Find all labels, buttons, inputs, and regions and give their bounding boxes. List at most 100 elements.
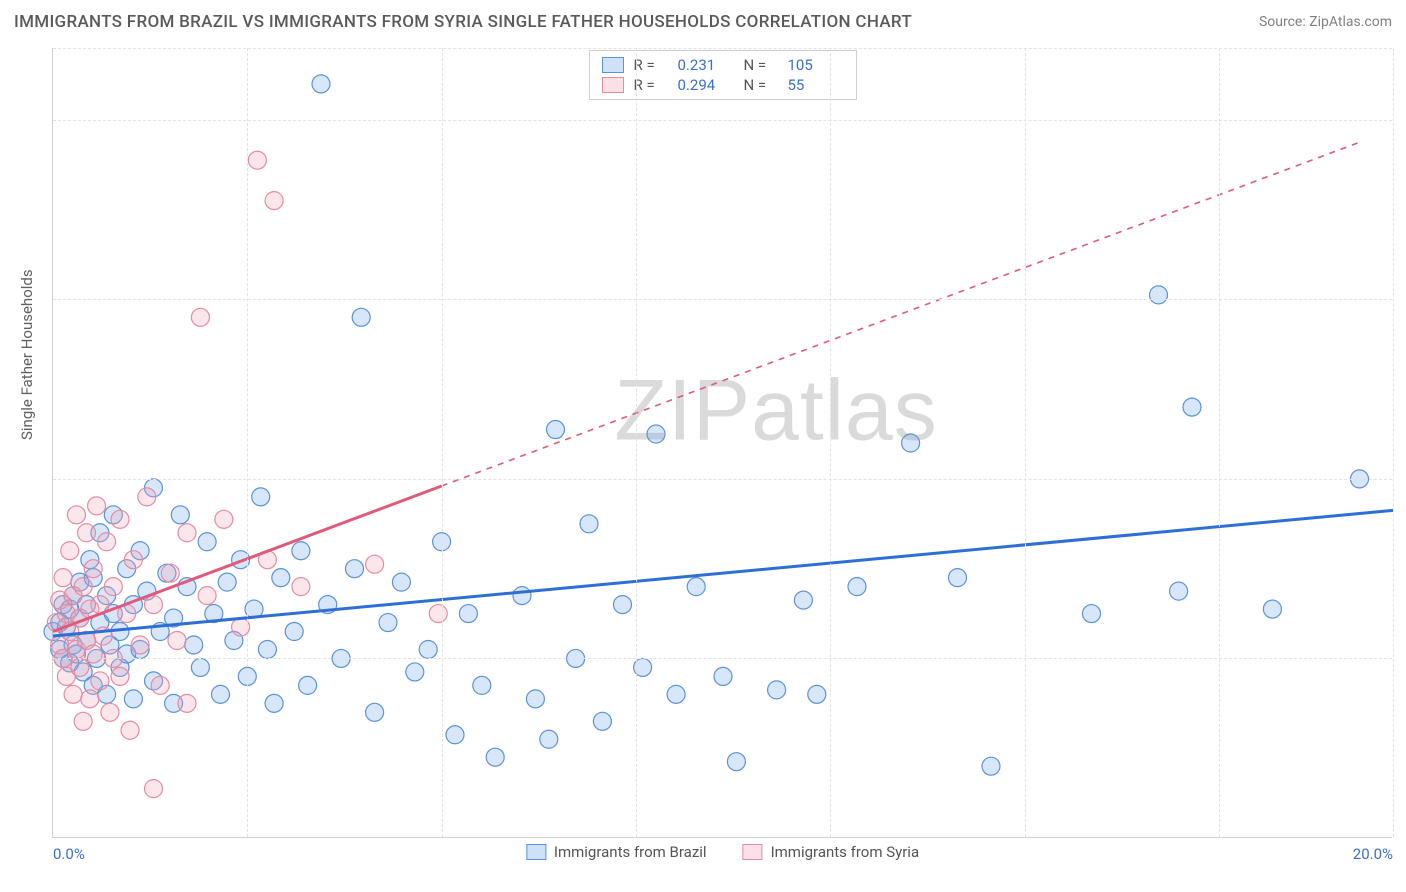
legend-stats-row: R = 0.294 N = 55 [602,75,844,95]
scatter-point [218,573,236,591]
scatter-point [74,712,92,730]
scatter-point [71,658,89,676]
scatter-point [459,605,477,623]
legend-n-value: 105 [788,56,844,74]
gridline-h [53,48,1392,49]
scatter-point [366,555,384,573]
scatter-point [64,685,82,703]
legend-series-item: Immigrants from Brazil [526,843,707,861]
legend-r-value: 0.231 [678,56,734,74]
legend-r-label: R = [634,56,668,74]
scatter-point [198,587,216,605]
scatter-point [248,151,266,169]
scatter-point [191,658,209,676]
gridline-v [442,48,443,837]
scatter-point [178,524,196,542]
scatter-point [1170,582,1188,600]
legend-n-label: N = [744,56,778,74]
scatter-point [848,578,866,596]
scatter-point [138,488,156,506]
legend-series-label: Immigrants from Brazil [554,843,707,861]
gridline-h [53,299,1392,300]
scatter-point [540,730,558,748]
scatter-point [419,640,437,658]
scatter-point [215,510,233,528]
scatter-point [768,681,786,699]
scatter-point [178,694,196,712]
scatter-point [265,192,283,210]
scatter-point [392,573,410,591]
legend-stats-row: R = 0.231 N = 105 [602,55,844,75]
scatter-point [346,560,364,578]
gridline-v [247,48,248,837]
scatter-point [168,632,186,650]
scatter-point [352,308,370,326]
scatter-point [614,596,632,614]
scatter-point [593,712,611,730]
scatter-svg [53,48,1392,837]
scatter-point [406,663,424,681]
scatter-point [299,676,317,694]
scatter-point [473,676,491,694]
scatter-point [727,753,745,771]
scatter-point [285,623,303,641]
scatter-point [1263,600,1281,618]
legend-n-value: 55 [788,76,844,94]
scatter-point [98,533,116,551]
scatter-point [191,308,209,326]
legend-series: Immigrants from BrazilImmigrants from Sy… [526,843,919,861]
scatter-point [1083,605,1101,623]
trend-line-dashed [442,142,1360,486]
scatter-point [104,578,122,596]
gridline-v [830,48,831,837]
plot-area: ZIPatlas R =0.231N =105R =0.294N =55 Imm… [52,48,1392,838]
scatter-point [292,542,310,560]
scatter-point [161,564,179,582]
scatter-point [74,578,92,596]
scatter-point [171,506,189,524]
scatter-point [647,425,665,443]
legend-r-value: 0.294 [678,76,734,94]
scatter-point [124,551,142,569]
scatter-point [252,488,270,506]
scatter-point [131,636,149,654]
scatter-point [513,587,531,605]
scatter-point [429,605,447,623]
scatter-point [84,560,102,578]
gridline-v [636,48,637,837]
legend-r-label: R = [634,76,668,94]
gridline-h [53,120,1392,121]
scatter-point [101,703,119,721]
scatter-point [145,596,163,614]
scatter-point [312,75,330,93]
legend-stats: R = 0.231 N = 105 R = 0.294 N = 55 [589,50,857,100]
gridline-v [1393,48,1394,837]
scatter-point [667,685,685,703]
scatter-point [198,533,216,551]
scatter-point [151,676,169,694]
scatter-point [78,524,96,542]
scatter-point [111,667,129,685]
scatter-point [366,703,384,721]
scatter-point [185,636,203,654]
scatter-point [446,726,464,744]
scatter-point [265,694,283,712]
scatter-point [145,780,163,798]
scatter-point [292,578,310,596]
scatter-point [61,542,79,560]
gridline-h [53,479,1392,480]
scatter-point [124,690,142,708]
scatter-point [54,569,72,587]
scatter-point [547,421,565,439]
scatter-point [982,757,1000,775]
scatter-point [121,721,139,739]
legend-swatch [602,57,624,73]
scatter-point [81,690,99,708]
scatter-point [526,690,544,708]
scatter-point [1183,398,1201,416]
legend-n-label: N = [744,76,778,94]
scatter-point [272,569,290,587]
legend-swatch [743,844,763,860]
gridline-v [1219,48,1220,837]
scatter-point [212,685,230,703]
